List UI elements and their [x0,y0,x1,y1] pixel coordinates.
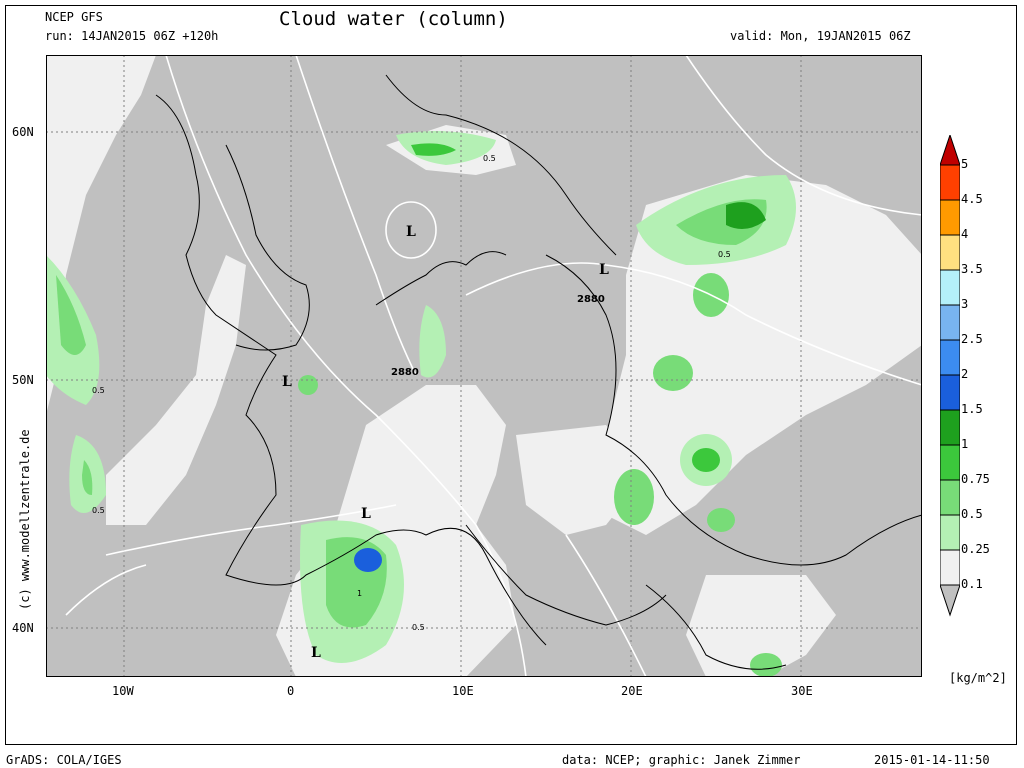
colorbar-level-label: 0.25 [961,542,990,556]
lon-label-30e: 30E [791,684,813,698]
low-label-gulf-of-lion: L [361,506,371,522]
low-label-balearic: L [311,645,321,661]
contour-labels: 2880 2880 [391,294,605,378]
colorbar-level-label: 0.75 [961,472,990,486]
colorbar-level-label: 4 [961,227,969,241]
value-label-1: 0.5 [92,386,105,395]
colorbar-segment [940,549,960,586]
footer-credits: data: NCEP; graphic: Janek Zimmer [562,753,801,767]
figure-frame [5,5,1017,745]
low-labels: L L L L L [282,224,609,661]
map-border [46,55,922,677]
colorbar-segment [940,234,960,271]
colorbar-segment [940,339,960,376]
valid-time: valid: Mon, 19JAN2015 06Z [730,29,911,43]
lat-label-40n: 40N [12,621,34,635]
colorbar-segment [940,164,960,201]
lon-label-20e: 20E [621,684,643,698]
colorbar-segment [940,199,960,236]
lon-label-10e: 10E [452,684,474,698]
contour-label-2880-east: 2880 [577,294,605,305]
value-label-5: 0.5 [412,623,425,632]
colorbar-level-label: 4.5 [961,192,983,206]
colorbar-unit: [kg/m^2] [949,671,1007,685]
low-label-north-sea: L [406,224,416,240]
footer-software: GrADS: COLA/IGES [6,753,122,767]
colorbar-level-label: 2 [961,367,969,381]
value-label-2: 0.5 [92,506,105,515]
geopotential-contours [65,55,922,677]
colorbar-level-label: 1.5 [961,402,983,416]
colorbar-segment [940,444,960,481]
lat-label-60n: 60N [12,125,34,139]
value-labels: 0.5 0.5 0.5 0.5 0.5 1 [92,154,731,632]
value-label-6: 1 [357,589,362,598]
colorbar-segment [940,374,960,411]
colorbar-level-label: 3 [961,297,969,311]
cloud-water-regions [46,131,796,677]
colorbar-level-label: 5 [961,157,969,171]
colorbar-top-arrow [940,135,960,166]
footer-timestamp: 2015-01-14-11:50 [874,753,990,767]
value-label-3: 0.5 [483,154,496,163]
contour-label-2880-west: 2880 [391,367,419,378]
colorbar-level-label: 0.1 [961,577,983,591]
watermark: (c) www.modellzentrale.de [18,429,32,610]
colorbar [940,135,960,617]
colorbar-segment [940,269,960,306]
value-label-4: 0.5 [718,250,731,259]
colorbar-bottom-arrow [940,584,960,617]
colorbar-segment [940,409,960,446]
run-info: run: 14JAN2015 06Z +120h [45,29,219,43]
colorbar-level-label: 3.5 [961,262,983,276]
lon-label-10w: 10W [112,684,134,698]
colorbar-level-label: 0.5 [961,507,983,521]
colorbar-segment [940,479,960,516]
lat-label-50n: 50N [12,373,34,387]
low-label-baltic: L [599,262,609,278]
colorbar-level-label: 1 [961,437,969,451]
colorbar-level-label: 2.5 [961,332,983,346]
chart-title: Cloud water (column) [279,8,508,30]
low-label-channel: L [282,374,292,390]
colorbar-segment [940,304,960,341]
weather-map: L L L L L 2880 2880 0.5 0.5 0.5 0.5 0.5 … [46,55,922,677]
lon-label-0: 0 [287,684,295,698]
coastlines [155,74,922,670]
model-name: NCEP GFS [45,10,103,24]
colorbar-segment [940,514,960,551]
